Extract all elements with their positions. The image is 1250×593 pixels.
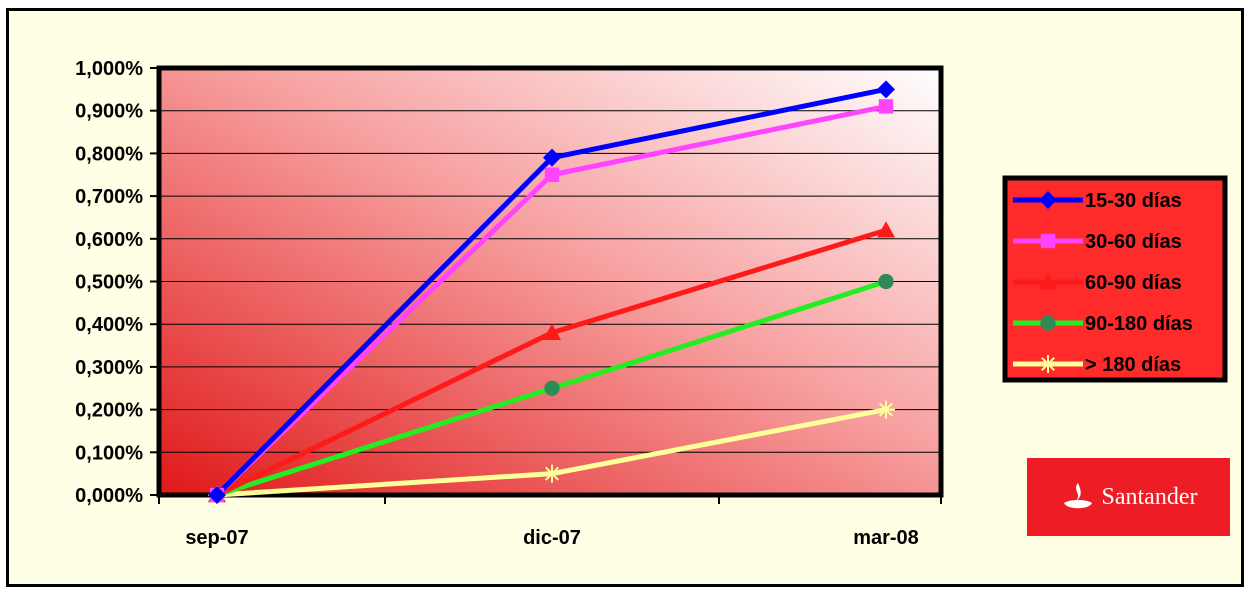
circle-marker bbox=[544, 380, 560, 396]
square-marker bbox=[1040, 233, 1056, 249]
square-marker bbox=[878, 99, 894, 114]
flame-icon bbox=[1063, 483, 1092, 509]
legend: 15-30 días 30-60 días 60-90 días 90-180 día… bbox=[1002, 175, 1228, 383]
y-tick-label: 0,800% bbox=[75, 143, 143, 165]
y-tick-label: 0,900% bbox=[75, 101, 143, 123]
y-tick-label: 0,300% bbox=[75, 357, 143, 379]
y-tick-label: 0,100% bbox=[75, 442, 143, 464]
legend-label: 30-60 días bbox=[1085, 231, 1182, 253]
x-tick-label: mar-08 bbox=[853, 527, 919, 549]
legend-label: 60-90 días bbox=[1085, 272, 1182, 294]
legend-label: > 180 días bbox=[1085, 354, 1181, 376]
diamond-marker bbox=[543, 148, 561, 167]
x-tick-label: dic-07 bbox=[523, 527, 581, 549]
diamond-marker bbox=[877, 80, 895, 99]
x-tick-label: sep-07 bbox=[185, 527, 248, 549]
logo-text: Santander bbox=[1101, 483, 1198, 510]
triangle-marker bbox=[1039, 273, 1057, 290]
diamond-marker bbox=[1039, 191, 1057, 209]
star-marker bbox=[877, 400, 895, 419]
triangle-marker bbox=[877, 221, 895, 238]
legend-label: 90-180 días bbox=[1085, 313, 1193, 335]
y-tick-label: 0,200% bbox=[75, 400, 143, 422]
y-tick-label: 0,700% bbox=[75, 186, 143, 208]
legend-box bbox=[1002, 175, 1228, 383]
triangle-marker bbox=[543, 323, 561, 340]
star-marker bbox=[543, 464, 561, 483]
circle-marker bbox=[878, 273, 894, 290]
y-tick-label: 0,000% bbox=[75, 485, 143, 507]
y-tick-label: 0,500% bbox=[75, 272, 143, 294]
circle-marker bbox=[1040, 315, 1056, 331]
y-tick-label: 0,600% bbox=[75, 229, 143, 251]
y-tick-label: 0,400% bbox=[75, 314, 143, 336]
square-marker bbox=[544, 167, 560, 182]
diamond-marker bbox=[208, 486, 226, 504]
legend-label: 15-30 días bbox=[1085, 190, 1182, 212]
y-tick-label: 1,000% bbox=[75, 58, 143, 80]
star-marker bbox=[1039, 355, 1057, 373]
santander-logo: Santander bbox=[1027, 458, 1230, 536]
